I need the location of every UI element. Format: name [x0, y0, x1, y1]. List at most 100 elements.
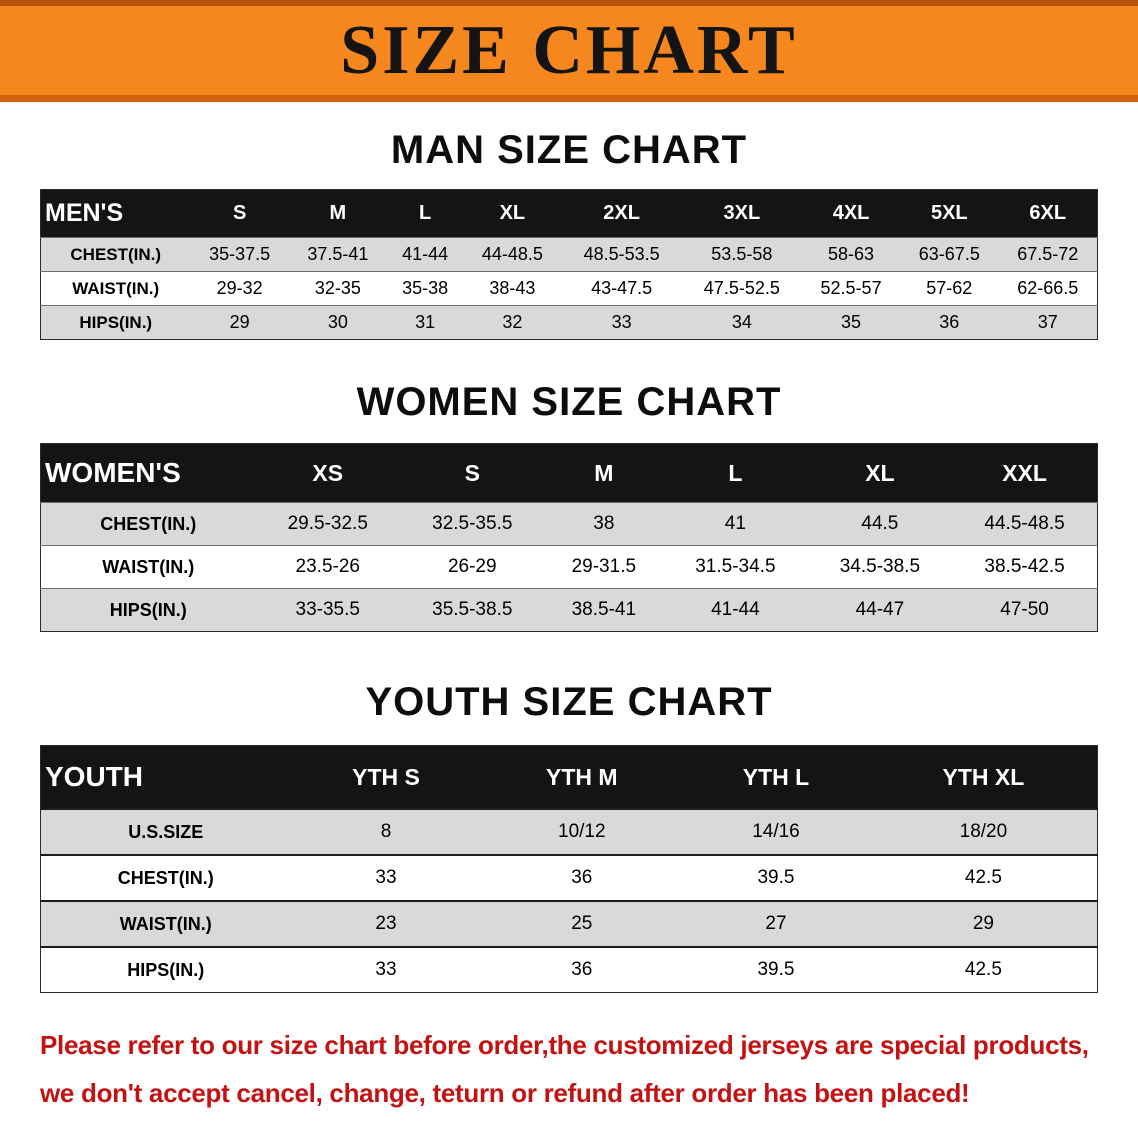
measurement-value: 34	[681, 305, 802, 340]
measurement-value: 32-35	[288, 271, 387, 306]
size-column-header: 5XL	[930, 202, 968, 224]
size-column-header: 2XL	[603, 202, 640, 224]
measurement-value: 33	[290, 854, 482, 901]
size-column-header: S	[232, 202, 247, 224]
size-column-header: L	[419, 202, 432, 224]
measurement-row: WAIST(IN.) 29-32 32-35 35-38 38-43 43-47.5 47.…	[40, 271, 1098, 306]
size-column-header: XL	[499, 202, 526, 224]
mens-size-table: MEN'S S M L XL 2XL 3XL 4XL 5XL 6XL CHEST(IN.) 35-37…	[40, 189, 1098, 340]
measurement-value: 38-43	[463, 271, 562, 306]
size-column-header: XXL	[1002, 459, 1047, 486]
measurement-row: HIPS(IN.) 29 30 31 32 33 34 35 36 37	[40, 305, 1098, 340]
measurement-value: 27	[682, 900, 870, 947]
measurement-row: WAIST(IN.) 23 25 27 29	[40, 900, 1098, 947]
size-column-header: YTH M	[546, 763, 618, 790]
measurement-value: 33	[290, 946, 482, 993]
measurement-value: 37.5-41	[288, 237, 387, 272]
measurement-value: 35-37.5	[190, 237, 289, 272]
measurement-value: 35.5-38.5	[400, 588, 545, 632]
youth-size-table: YOUTH YTH S YTH M YTH L YTH XL U.S.SIZE 8 10/12…	[40, 745, 1098, 993]
measurement-label: U.S.SIZE	[40, 808, 291, 855]
measurement-value: 32.5-35.5	[400, 502, 545, 546]
size-chart-banner: SIZE CHART	[0, 0, 1138, 102]
measurement-value: 48.5-53.5	[561, 237, 682, 272]
women-section-heading: WOMEN SIZE CHART	[356, 380, 782, 424]
measurement-row: CHEST(IN.) 35-37.5 37.5-41 41-44 44-48.5 48.5…	[40, 237, 1098, 272]
measurement-value: 29	[869, 900, 1098, 947]
measurement-label: WAIST(IN.)	[40, 900, 291, 947]
measurement-label: HIPS(IN.)	[40, 305, 191, 340]
measurement-value: 39.5	[682, 946, 870, 993]
measurement-value: 44.5-48.5	[952, 502, 1098, 546]
measurement-value: 31	[387, 305, 464, 340]
table-group-label: YOUTH	[45, 761, 143, 792]
disclaimer: Please refer to our size chart before or…	[0, 993, 1138, 1141]
measurement-value: 44-48.5	[463, 237, 562, 272]
measurement-value: 38.5-41	[544, 588, 664, 632]
measurement-row: CHEST(IN.) 29.5-32.5 32.5-35.5 38 41 44.5 44.5…	[40, 502, 1098, 546]
content-area: MAN SIZE CHART MEN'S S M L XL 2XL 3XL 4XL 5XL 6XL…	[0, 128, 1138, 993]
measurement-value: 38.5-42.5	[952, 545, 1098, 589]
measurement-value: 53.5-58	[681, 237, 802, 272]
measurement-value: 47-50	[952, 588, 1098, 632]
size-column-header: XL	[865, 459, 895, 486]
size-column-header: YTH S	[352, 763, 420, 790]
womens-size-table: WOMEN'S XS S M L XL XXL CHEST(IN.) 29.5-32.5 32.5…	[40, 443, 1098, 632]
measurement-label: HIPS(IN.)	[40, 588, 256, 632]
measurement-row: HIPS(IN.) 33-35.5 35.5-38.5 38.5-41 41-44 44-…	[40, 588, 1098, 632]
measurement-value: 8	[290, 808, 482, 855]
measurement-value: 39.5	[682, 854, 870, 901]
measurement-value: 29	[190, 305, 289, 340]
measurement-label: CHEST(IN.)	[40, 854, 291, 901]
measurement-value: 44-47	[807, 588, 953, 632]
measurement-value: 42.5	[869, 946, 1098, 993]
measurement-row: WAIST(IN.) 23.5-26 26-29 29-31.5 31.5-34.5 34…	[40, 545, 1098, 589]
measurement-row: HIPS(IN.) 33 36 39.5 42.5	[40, 946, 1098, 993]
measurement-value: 30	[288, 305, 387, 340]
size-column-header: M	[329, 202, 347, 224]
measurement-value: 36	[481, 946, 683, 993]
size-column-header: XS	[312, 459, 344, 486]
measurement-value: 58-63	[801, 237, 901, 272]
measurement-value: 36	[481, 854, 683, 901]
table-header-row: MEN'S S M L XL 2XL 3XL 4XL 5XL 6XL	[40, 189, 1098, 238]
measurement-value: 41-44	[663, 588, 808, 632]
measurement-value: 42.5	[869, 854, 1098, 901]
measurement-value: 36	[900, 305, 999, 340]
measurement-value: 44.5	[807, 502, 953, 546]
table-header-row: YOUTH YTH S YTH M YTH L YTH XL	[40, 745, 1098, 809]
disclaimer-line-1: Please refer to our size chart before or…	[40, 1030, 1089, 1060]
youth-section-heading: YOUTH SIZE CHART	[365, 680, 773, 724]
measurement-value: 63-67.5	[900, 237, 999, 272]
measurement-value: 33-35.5	[255, 588, 401, 632]
table-group-label: WOMEN'S	[45, 457, 181, 488]
measurement-value: 14/16	[682, 808, 870, 855]
size-column-header: 3XL	[723, 202, 761, 224]
measurement-value: 37	[998, 305, 1098, 340]
measurement-value: 38	[544, 502, 664, 546]
measurement-value: 43-47.5	[561, 271, 682, 306]
measurement-row: CHEST(IN.) 33 36 39.5 42.5	[40, 854, 1098, 901]
measurement-value: 35-38	[387, 271, 464, 306]
measurement-value: 23	[290, 900, 482, 947]
size-column-header: YTH XL	[942, 763, 1025, 790]
measurement-value: 41	[663, 502, 808, 546]
measurement-label: HIPS(IN.)	[40, 946, 291, 993]
disclaimer-line-2: we don't accept cancel, change, teturn o…	[40, 1078, 970, 1109]
measurement-value: 47.5-52.5	[681, 271, 802, 306]
measurement-label: CHEST(IN.)	[40, 502, 256, 546]
measurement-value: 31.5-34.5	[663, 545, 808, 589]
measurement-value: 25	[481, 900, 683, 947]
measurement-label: WAIST(IN.)	[40, 271, 191, 306]
measurement-label: WAIST(IN.)	[40, 545, 256, 589]
measurement-value: 26-29	[400, 545, 545, 589]
size-column-header: L	[728, 459, 743, 486]
measurement-value: 35	[801, 305, 901, 340]
measurement-value: 33	[561, 305, 682, 340]
measurement-value: 29-32	[190, 271, 289, 306]
size-column-header: 6XL	[1029, 202, 1067, 224]
measurement-value: 23.5-26	[255, 545, 401, 589]
measurement-label: CHEST(IN.)	[40, 237, 191, 272]
men-section-heading: MAN SIZE CHART	[390, 128, 748, 172]
measurement-value: 10/12	[481, 808, 683, 855]
